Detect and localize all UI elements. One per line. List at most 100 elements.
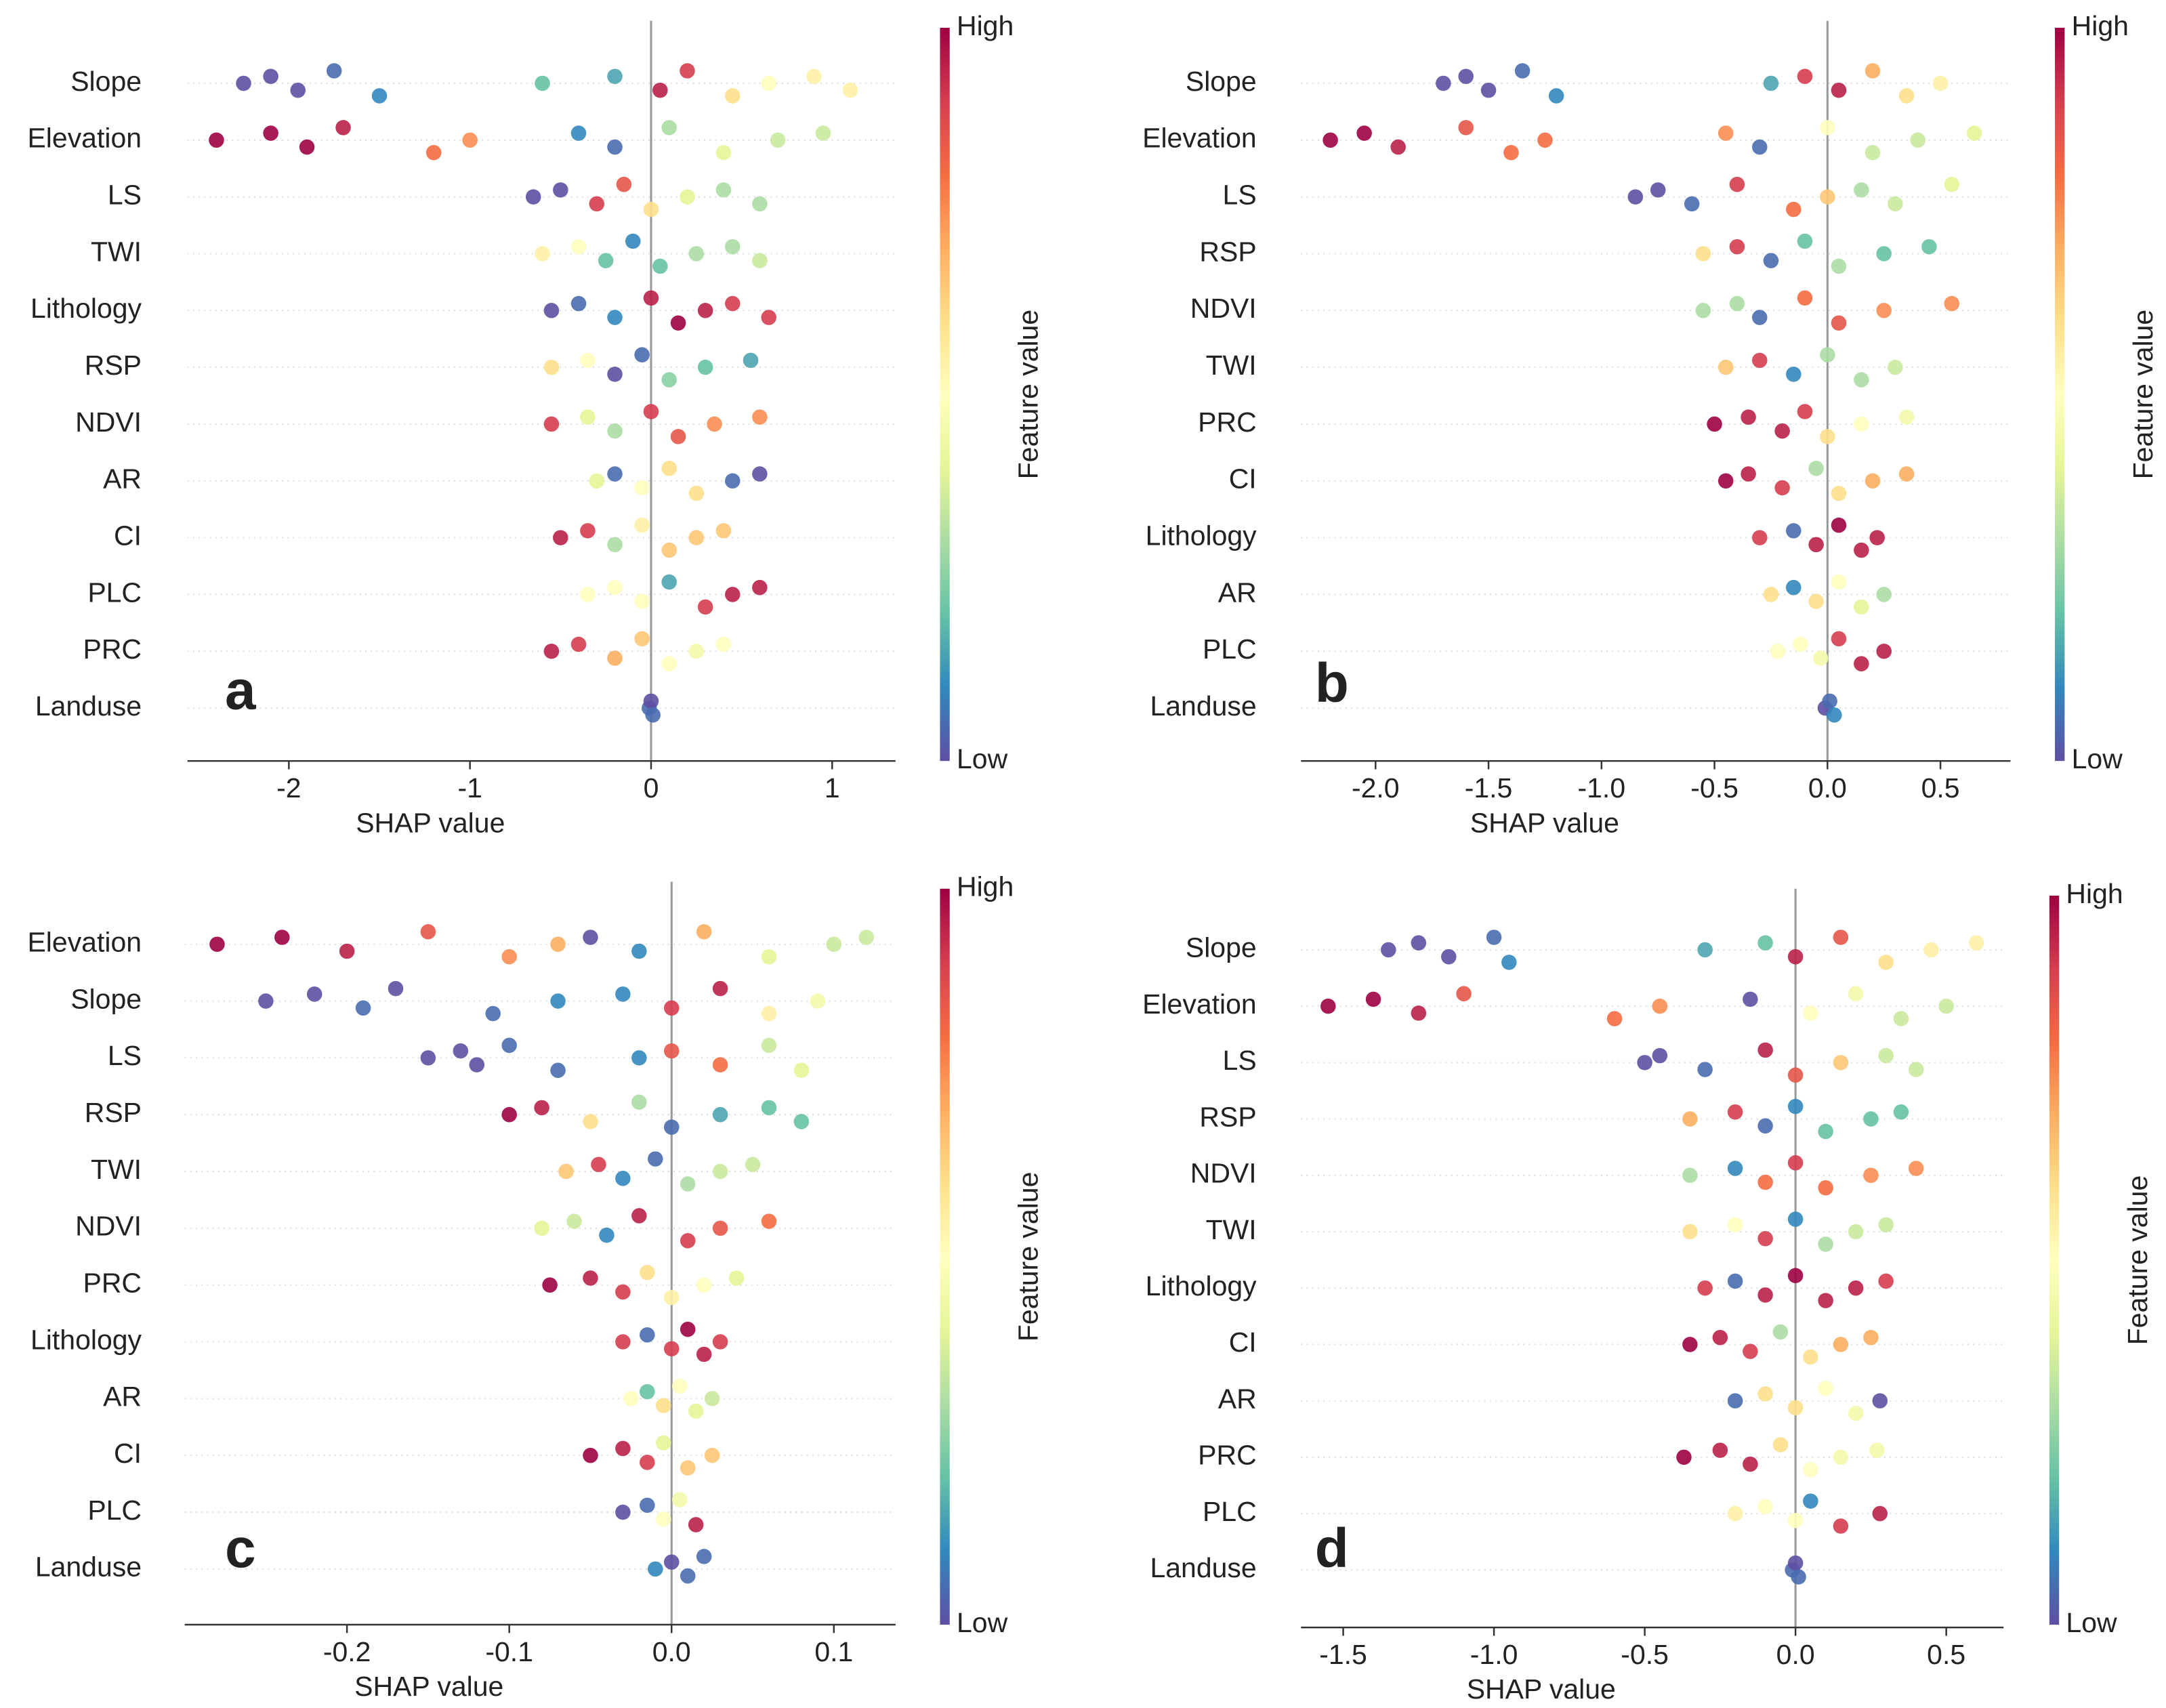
shap-point [761, 310, 776, 325]
shap-point [640, 1383, 655, 1400]
shap-point [1717, 125, 1734, 141]
shap-point [1787, 1400, 1804, 1416]
shap-point [1831, 258, 1847, 274]
shap-point [615, 1440, 631, 1457]
shap-point [263, 125, 278, 141]
shap-point [1876, 246, 1892, 262]
shap-point [1932, 75, 1949, 91]
shap-point [580, 523, 596, 539]
x-tick-label: -2.0 [1352, 772, 1400, 804]
shap-point [462, 132, 478, 148]
shap-point [1480, 82, 1497, 98]
shap-point [1729, 238, 1745, 255]
shap-point [643, 290, 659, 306]
feature-label: NDVI [1190, 1158, 1257, 1189]
shap-point [1865, 63, 1881, 79]
shap-point [680, 1176, 696, 1192]
colorbar-low: Low [2072, 743, 2123, 774]
shap-point [1831, 574, 1847, 590]
feature-label: LS [1223, 179, 1257, 210]
shap-point [1791, 1569, 1806, 1585]
shap-point [543, 643, 560, 659]
shap-point [1787, 1555, 1804, 1571]
feature-label: RSP [85, 1097, 142, 1128]
x-tick-label: -2 [276, 772, 301, 804]
shap-point [1458, 68, 1474, 85]
shap-point [680, 1233, 696, 1249]
shap-point [1848, 1405, 1864, 1421]
shap-point [1820, 120, 1835, 136]
feature-label: NDVI [1190, 293, 1257, 324]
shap-point [1854, 542, 1869, 558]
shap-point [615, 986, 631, 1002]
shap-point [1908, 1062, 1924, 1077]
feature-label: Landuse [35, 690, 142, 722]
feature-label: PLC [1203, 633, 1257, 665]
shap-point [1876, 303, 1892, 318]
shap-point [1898, 88, 1915, 104]
shap-point [420, 924, 436, 940]
shap-point [580, 587, 596, 602]
shap-point [1878, 955, 1894, 970]
x-tick-label: -0.2 [323, 1636, 371, 1667]
feature-label: LS [108, 1040, 142, 1071]
x-tick-label: -1.5 [1465, 772, 1513, 804]
feature-label: PLC [87, 1495, 142, 1526]
shap-point [661, 372, 677, 388]
feature-label: CI [1229, 1327, 1257, 1358]
shap-point [1752, 352, 1768, 369]
shap-point [1684, 196, 1700, 212]
shap-point [1893, 1104, 1909, 1120]
shap-point [652, 258, 668, 274]
shap-point [1910, 132, 1926, 148]
colorbar-high: High [2072, 10, 2129, 41]
shap-point [680, 1568, 696, 1584]
shap-point [1921, 238, 1937, 255]
shap-point [1787, 1268, 1804, 1284]
colorbar [940, 888, 950, 1625]
shap-point [631, 943, 647, 959]
shap-point [1752, 139, 1768, 155]
shap-point [761, 1005, 777, 1022]
shap-point [663, 1119, 680, 1135]
shap-point [535, 246, 550, 262]
shap-point [1813, 650, 1829, 666]
shap-point [1486, 930, 1502, 945]
shap-point [583, 1114, 598, 1129]
shap-point [1770, 643, 1786, 659]
shap-point [842, 82, 858, 98]
colorbar-low: Low [2066, 1607, 2117, 1638]
shap-point [1893, 1011, 1909, 1026]
shap-point [655, 1398, 671, 1413]
shap-point [1831, 485, 1847, 501]
shap-point [663, 1043, 680, 1059]
feature-label: CI [114, 1438, 142, 1469]
shap-point [339, 943, 355, 959]
shap-point [558, 1163, 574, 1180]
shap-point [1820, 189, 1835, 205]
shap-point [1831, 517, 1847, 533]
shap-point [1456, 986, 1472, 1001]
shap-point [680, 1460, 696, 1476]
shap-point [1743, 1456, 1758, 1472]
feature-label: Lithology [30, 1324, 142, 1355]
x-axis-label: SHAP value [1467, 1673, 1616, 1705]
shap-point [663, 1289, 680, 1306]
colorbar [2055, 27, 2065, 762]
feature-label: Slope [70, 66, 142, 97]
feature-label: PRC [1198, 407, 1256, 438]
colorbar-high: High [957, 10, 1014, 41]
shap-point [615, 1334, 631, 1350]
shap-point [607, 466, 623, 482]
shap-point [209, 936, 225, 952]
shap-point [501, 949, 517, 965]
shap-point [1772, 1437, 1789, 1453]
shap-point [598, 253, 614, 268]
shap-point [752, 196, 768, 212]
shap-point [724, 238, 741, 255]
shap-point [712, 1106, 728, 1123]
shap-point [724, 295, 741, 312]
shap-point [1757, 1174, 1773, 1190]
shap-point [663, 1341, 680, 1357]
shap-point [553, 182, 568, 198]
